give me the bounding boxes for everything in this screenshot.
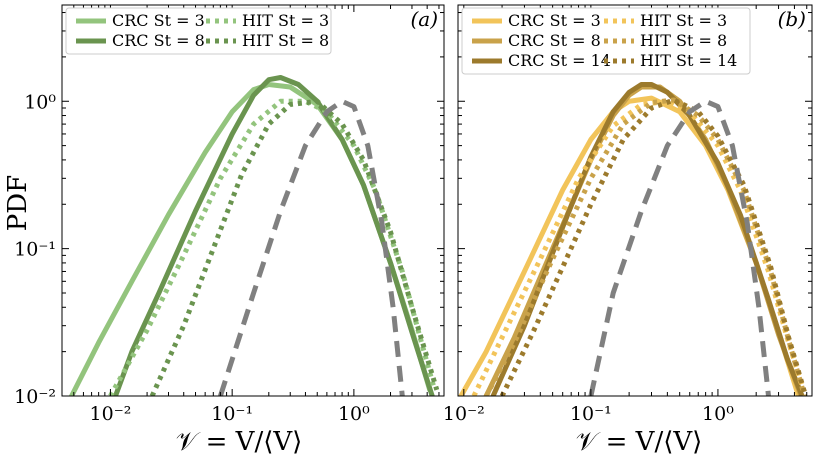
series-line-hit-st-14 <box>499 97 809 396</box>
series-line-hit-st-3 <box>471 98 806 396</box>
x-tick-label: 10⁻¹ <box>570 403 612 425</box>
series-line-hit-st-3 <box>108 98 438 396</box>
legend-entry: CRC St = 14 <box>508 51 611 70</box>
x-tick-label: 10⁰ <box>702 403 734 425</box>
x-tick-label: 10⁻² <box>443 403 485 425</box>
x-tick-label: 10⁰ <box>338 403 370 425</box>
y-axis-label: PDF <box>3 175 33 231</box>
series-line-crc-st-14 <box>490 82 805 396</box>
legend-entry: HIT St = 3 <box>640 11 727 30</box>
legend-box <box>65 7 332 55</box>
legend-entry: HIT St = 8 <box>242 31 329 50</box>
axes-frame <box>61 4 445 397</box>
y-tick-label: 10⁻² <box>14 386 56 408</box>
series-group <box>458 82 809 396</box>
legend-entry: HIT St = 3 <box>242 11 329 30</box>
legend-entry: CRC St = 8 <box>508 31 601 50</box>
series-group <box>69 75 440 396</box>
x-axis-label-panel-b: 𝒱 = V/⟨V⟩ <box>576 427 703 457</box>
series-line-hit-st-8 <box>149 98 440 396</box>
legend-entry: CRC St = 8 <box>112 31 205 50</box>
panel-label: (a) <box>410 7 438 31</box>
panel-label: (b) <box>778 7 806 31</box>
x-tick-label: 10⁻¹ <box>211 403 253 425</box>
legend-entry: CRC St = 3 <box>508 11 601 30</box>
y-tick-label: 10⁻¹ <box>14 239 56 261</box>
legend-entry: CRC St = 3 <box>112 11 205 30</box>
series-line-crc-st-8 <box>113 75 435 396</box>
axes-frame <box>457 4 813 397</box>
series-line-reference-dashed <box>588 98 771 396</box>
x-tick-label: 10⁻² <box>90 403 132 425</box>
legend-entry: HIT St = 14 <box>640 51 737 70</box>
series-line-reference-dashed <box>218 98 405 396</box>
series-line-hit-st-8 <box>483 97 807 396</box>
x-axis-label-panel-a: 𝒱 = V/⟨V⟩ <box>176 427 303 457</box>
legend-entry: HIT St = 8 <box>640 31 727 50</box>
y-tick-label: 10⁰ <box>24 91 56 113</box>
series-line-crc-st-8 <box>483 84 804 396</box>
